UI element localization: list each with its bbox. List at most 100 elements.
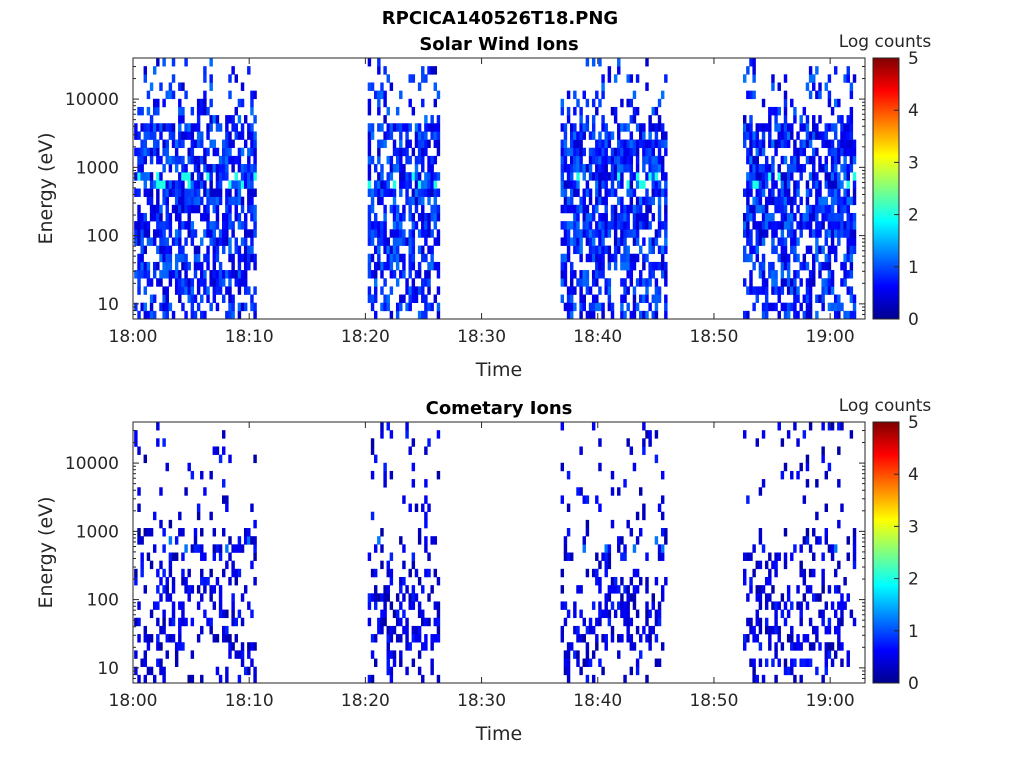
heatmap-cell [830,552,835,561]
heatmap-cell [408,123,412,132]
heatmap-cell [215,544,220,553]
heatmap-cell [414,204,419,214]
heatmap-cell [168,568,173,578]
heatmap-cell [639,528,643,537]
heatmap-cell [645,552,649,561]
heatmap-cell [212,261,217,271]
heatmap-cell [821,552,825,561]
heatmap-cell [171,58,176,67]
heatmap-cell [152,204,157,214]
heatmap-cell [206,221,210,230]
heatmap-cell [582,123,586,132]
heatmap-cell [639,139,643,149]
heatmap-cell [623,601,627,610]
heatmap-cell [156,123,160,132]
heatmap-cell [162,617,166,627]
heatmap-cell [651,294,655,303]
heatmap-cell [433,221,438,230]
heatmap-cell [240,123,245,132]
heatmap-cell [623,552,627,561]
heatmap-cell [222,446,226,455]
heatmap-cell [563,221,568,230]
heatmap-cell [367,98,372,108]
heatmap-cell [761,229,766,238]
heatmap-cell [830,286,835,295]
heatmap-cell [560,106,565,116]
heatmap-cell [786,261,791,271]
heatmap-cell [846,164,850,173]
heatmap-cell [623,609,627,619]
heatmap-cell [134,270,138,279]
heatmap-cell [243,278,248,287]
heatmap-cell [607,286,612,295]
heatmap-cell [250,204,254,214]
heatmap-cell [576,221,580,230]
heatmap-cell [585,642,590,651]
heatmap-cell [209,172,213,181]
heatmap-cell [143,131,148,140]
heatmap-cell [771,221,775,230]
heatmap-cell [411,188,416,197]
heatmap-cell [162,270,166,279]
heatmap-cell [411,585,416,594]
heatmap-cell [607,221,612,230]
heatmap-cell [786,180,791,189]
heatmap-cell [802,261,807,271]
heatmap-cell [805,286,810,295]
heatmap-cell [250,536,254,545]
heatmap-cell [140,302,144,312]
heatmap-cell [237,544,242,553]
heatmap-cell [389,204,394,214]
heatmap-cell [827,625,832,635]
heatmap-cell [802,568,807,578]
heatmap-cell [253,552,257,561]
heatmap-cell [780,229,785,238]
heatmap-cell [573,180,577,189]
heatmap-cell [783,188,788,197]
heatmap-cell [632,237,637,246]
heatmap-cell [430,212,434,222]
heatmap-cell [569,286,574,295]
heatmap-cell [607,560,612,570]
heatmap-cell [370,634,375,643]
heatmap-cell [620,155,624,165]
heatmap-cell [629,155,634,165]
heatmap-cell [648,147,652,157]
heatmap-cell [184,237,188,246]
heatmap-cell [821,131,825,140]
heatmap-cell [849,164,854,173]
heatmap-cell [591,278,596,287]
heatmap-cell [793,245,797,255]
heatmap-cell [620,278,624,287]
heatmap-cell [178,139,182,149]
heatmap-cell [620,204,624,214]
heatmap-cell [370,204,375,214]
heatmap-cell [852,544,857,553]
heatmap-cell [137,212,141,222]
heatmap-cell [228,115,232,124]
heatmap-cell [749,286,753,295]
heatmap-cell [840,221,844,230]
heatmap-cell [833,180,838,189]
heatmap-cell [585,625,590,635]
heatmap-cell [389,601,394,610]
heatmap-cell [585,212,590,222]
heatmap-cell [414,503,419,513]
heatmap-cell [771,229,775,238]
heatmap-cell [377,123,381,132]
heatmap-cell [146,642,151,651]
heatmap-cell [761,253,766,263]
heatmap-cell [386,172,390,181]
heatmap-cell [250,229,254,238]
heatmap-cell [591,294,596,303]
heatmap-cell [805,261,810,271]
heatmap-cell [237,536,242,545]
heatmap-cell [421,139,425,149]
heatmap-cell [430,536,434,545]
heatmap-cell [159,666,163,676]
heatmap-cell [168,552,173,561]
heatmap-cell [604,609,608,619]
heatmap-cell [752,261,756,271]
heatmap-cell [159,519,163,529]
heatmap-cell [209,617,213,627]
